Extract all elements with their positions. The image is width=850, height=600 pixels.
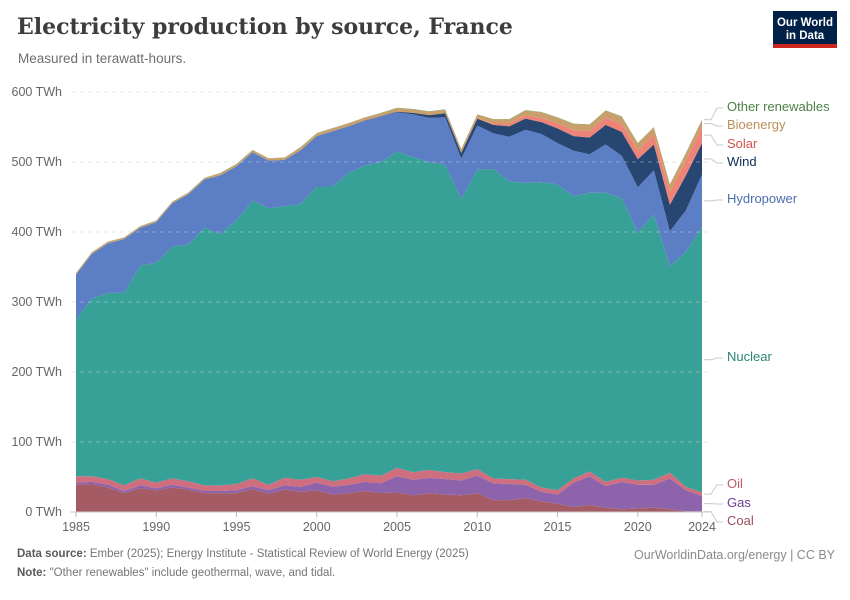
data-source-line: Data source: Ember (2025); Energy Instit… <box>17 548 469 560</box>
note-line: Note: "Other renewables" include geother… <box>17 567 335 579</box>
area-hydropower[interactable] <box>76 112 702 320</box>
legend-label-other_renewables[interactable]: Other renewables <box>727 99 830 114</box>
owid-url-link[interactable]: OurWorldinData.org/energy | CC BY <box>633 548 835 562</box>
note-text: "Other renewables" include geothermal, w… <box>46 567 336 579</box>
legend-connector-nuclear <box>704 357 723 361</box>
owid-logo-accent <box>773 44 837 48</box>
y-tick-label-200: 200 TWh <box>12 365 63 379</box>
legend-label-wind[interactable]: Wind <box>727 154 757 169</box>
y-tick-label-0: 0 TWh <box>25 505 62 519</box>
owid-logo-line1: Our World <box>776 16 833 29</box>
data-source-label: Data source: <box>17 548 87 560</box>
x-tick-label-1995: 1995 <box>223 520 251 534</box>
legend-label-coal[interactable]: Coal <box>727 513 754 528</box>
legend-connector-wind <box>704 158 723 164</box>
chart-subtitle: Measured in terawatt-hours. <box>18 51 187 66</box>
area-nuclear[interactable] <box>76 151 702 493</box>
y-tick-label-500: 500 TWh <box>12 155 63 169</box>
y-tick-label-100: 100 TWh <box>12 435 63 449</box>
x-tick-label-2010: 2010 <box>463 520 491 534</box>
legend-label-solar[interactable]: Solar <box>727 136 758 151</box>
y-tick-label-400: 400 TWh <box>12 225 63 239</box>
x-tick-label-2000: 2000 <box>303 520 331 534</box>
legend-connector-bioenergy <box>704 123 723 127</box>
data-source-text: Ember (2025); Energy Institute - Statist… <box>86 548 469 560</box>
legend-connector-oil <box>704 484 723 495</box>
x-tick-label-1990: 1990 <box>142 520 170 534</box>
owid-logo-line2: in Data <box>785 29 825 42</box>
x-tick-label-1985: 1985 <box>62 520 90 534</box>
area-gas[interactable] <box>76 475 702 512</box>
area-oil[interactable] <box>76 467 702 496</box>
legend-connector-coal <box>704 511 723 523</box>
legend-connector-other_renewables <box>704 107 723 121</box>
legend-label-bioenergy[interactable]: Bioenergy <box>727 117 786 132</box>
legend-label-nuclear[interactable]: Nuclear <box>727 349 772 364</box>
y-tick-label-600: 600 TWh <box>12 85 63 99</box>
x-tick-label-2015: 2015 <box>544 520 572 534</box>
legend-label-oil[interactable]: Oil <box>727 476 743 491</box>
y-tick-label-300: 300 TWh <box>12 295 63 309</box>
note-label: Note: <box>17 567 47 579</box>
x-tick-label-2005: 2005 <box>383 520 411 534</box>
legend-connector-hydropower <box>704 199 723 202</box>
x-tick-label-2020: 2020 <box>624 520 652 534</box>
area-coal[interactable] <box>76 484 702 512</box>
legend-label-gas[interactable]: Gas <box>727 495 751 510</box>
x-tick-label-2024: 2024 <box>688 520 716 534</box>
page-title: Electricity production by source, France <box>17 14 513 40</box>
legend-connector-solar <box>704 134 723 146</box>
owid-logo[interactable]: Our World in Data <box>773 11 837 48</box>
legend-label-hydropower[interactable]: Hydropower <box>727 191 798 206</box>
